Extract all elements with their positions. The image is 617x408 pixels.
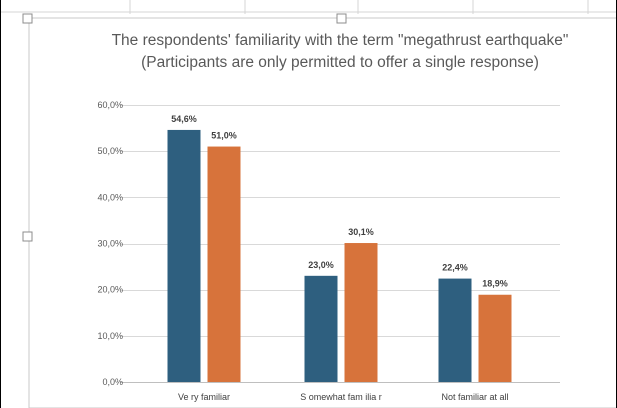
y-tick-label: 20,0% [97,285,123,295]
y-tick-label: 60,0% [97,100,123,110]
y-tick-label: 50,0% [97,146,123,156]
x-tick-label: Ve ry familiar [178,392,230,402]
resize-handle-middle-left[interactable] [22,231,33,242]
y-tick-label: 30,0% [97,239,123,249]
x-tick-label: S omewhat fam ilia r [300,392,382,402]
y-tick-label: 10,0% [97,331,123,341]
bar-series-2-2[interactable] [478,294,512,382]
data-label: 30,1% [348,227,374,237]
sheet-gridlines [0,0,617,14]
resize-handle-top-middle[interactable] [336,13,347,24]
x-axis-labels: Ve ry familiar S omewhat fam ilia r Not fa… [178,392,509,402]
data-label: 18,9% [482,279,508,289]
chart-title: The respondents' familiarity with the te… [111,32,569,49]
bar-series-1-0[interactable] [167,129,201,382]
y-tick-label: 0,0% [102,377,123,387]
x-tick-label: Not familiar at all [441,392,508,402]
bar-series-2-1[interactable] [344,243,378,382]
bar-series-1-2[interactable] [438,278,472,382]
bar-series-1-1[interactable] [304,275,338,382]
data-label: 54,6% [171,114,197,124]
data-label: 22,4% [442,263,468,273]
resize-handle-top-left[interactable] [22,13,33,24]
data-label: 23,0% [308,260,334,270]
bars [167,129,512,382]
bar-series-2-0[interactable] [207,146,241,382]
chart-subtitle: (Participants are only permitted to offe… [141,54,539,71]
data-labels: 54,6% 23,0% 22,4% 51,0% 30,1% 18,9% [171,114,508,289]
data-label: 51,0% [211,131,237,141]
chart-resize-handles[interactable] [22,13,347,242]
y-axis-labels: 0,0% 10,0% 20,0% 30,0% 40,0% 50,0% 60,0% [97,100,123,387]
y-tick-label: 40,0% [97,192,123,202]
